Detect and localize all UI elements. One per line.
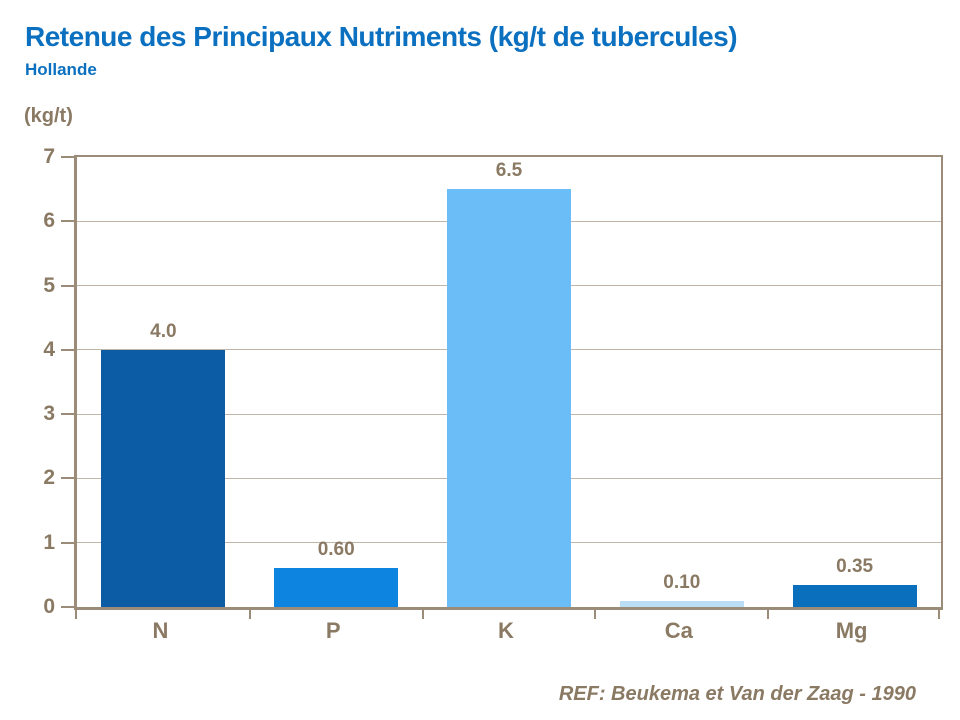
y-axis-tick-label: 2 — [43, 466, 55, 490]
bar-value-label: 0.35 — [836, 555, 874, 577]
x-axis-tick — [248, 610, 251, 619]
y-axis-tick-label: 1 — [43, 530, 55, 554]
y-axis-tick — [61, 413, 74, 416]
y-axis-tick — [61, 220, 74, 223]
bar-Mg — [792, 584, 917, 607]
y-axis-tick-label: 5 — [43, 273, 55, 297]
category-label-P: P — [325, 618, 341, 643]
y-axis-tick — [61, 541, 74, 544]
bar-value-label: 0.10 — [663, 571, 701, 593]
x-axis-tick — [75, 610, 77, 619]
bar-value-label: 6.5 — [495, 160, 523, 182]
x-axis-tick — [767, 610, 770, 619]
y-axis-tick — [61, 156, 74, 158]
y-axis-tick-label: 3 — [43, 402, 55, 426]
x-axis-category-row: N P K Ca Mg — [74, 618, 938, 648]
bar-K — [447, 189, 571, 607]
y-axis-tick-label: 6 — [43, 209, 55, 233]
reference-text: REF: Beukema et Van der Zaag - 1990 — [558, 683, 916, 705]
chart-subtitle: Hollande — [25, 60, 97, 79]
bar-Ca — [619, 600, 744, 607]
bar-value-label: 0.60 — [317, 539, 355, 561]
category-label-K: K — [498, 618, 514, 643]
x-axis-tick — [421, 610, 424, 619]
bar-P — [274, 568, 399, 607]
x-axis-tick — [594, 610, 597, 619]
y-axis-tick — [61, 477, 74, 480]
y-axis-tick-label: 0 — [43, 595, 55, 618]
category-label-Ca: Ca — [664, 618, 693, 643]
bar-value-label: 4.0 — [150, 320, 177, 342]
y-axis-unit-label: (kg/t) — [24, 105, 73, 127]
chart-title: Retenue des Principaux Nutriments (kg/t … — [25, 21, 738, 52]
plot-area: 0 1 2 3 4 5 6 7 4.0 0.60 6.5 0.10 0.35 — [43, 145, 943, 619]
y-axis-tick-label: 7 — [43, 145, 55, 168]
y-axis-tick — [61, 606, 74, 608]
category-label-Mg: Mg — [835, 618, 868, 643]
bar-N — [101, 349, 226, 607]
y-axis-tick — [61, 284, 74, 287]
y-axis-tick-label: 4 — [43, 337, 55, 361]
category-label-N: N — [152, 618, 169, 643]
y-axis-tick — [61, 348, 74, 351]
x-axis-tick — [938, 610, 940, 619]
